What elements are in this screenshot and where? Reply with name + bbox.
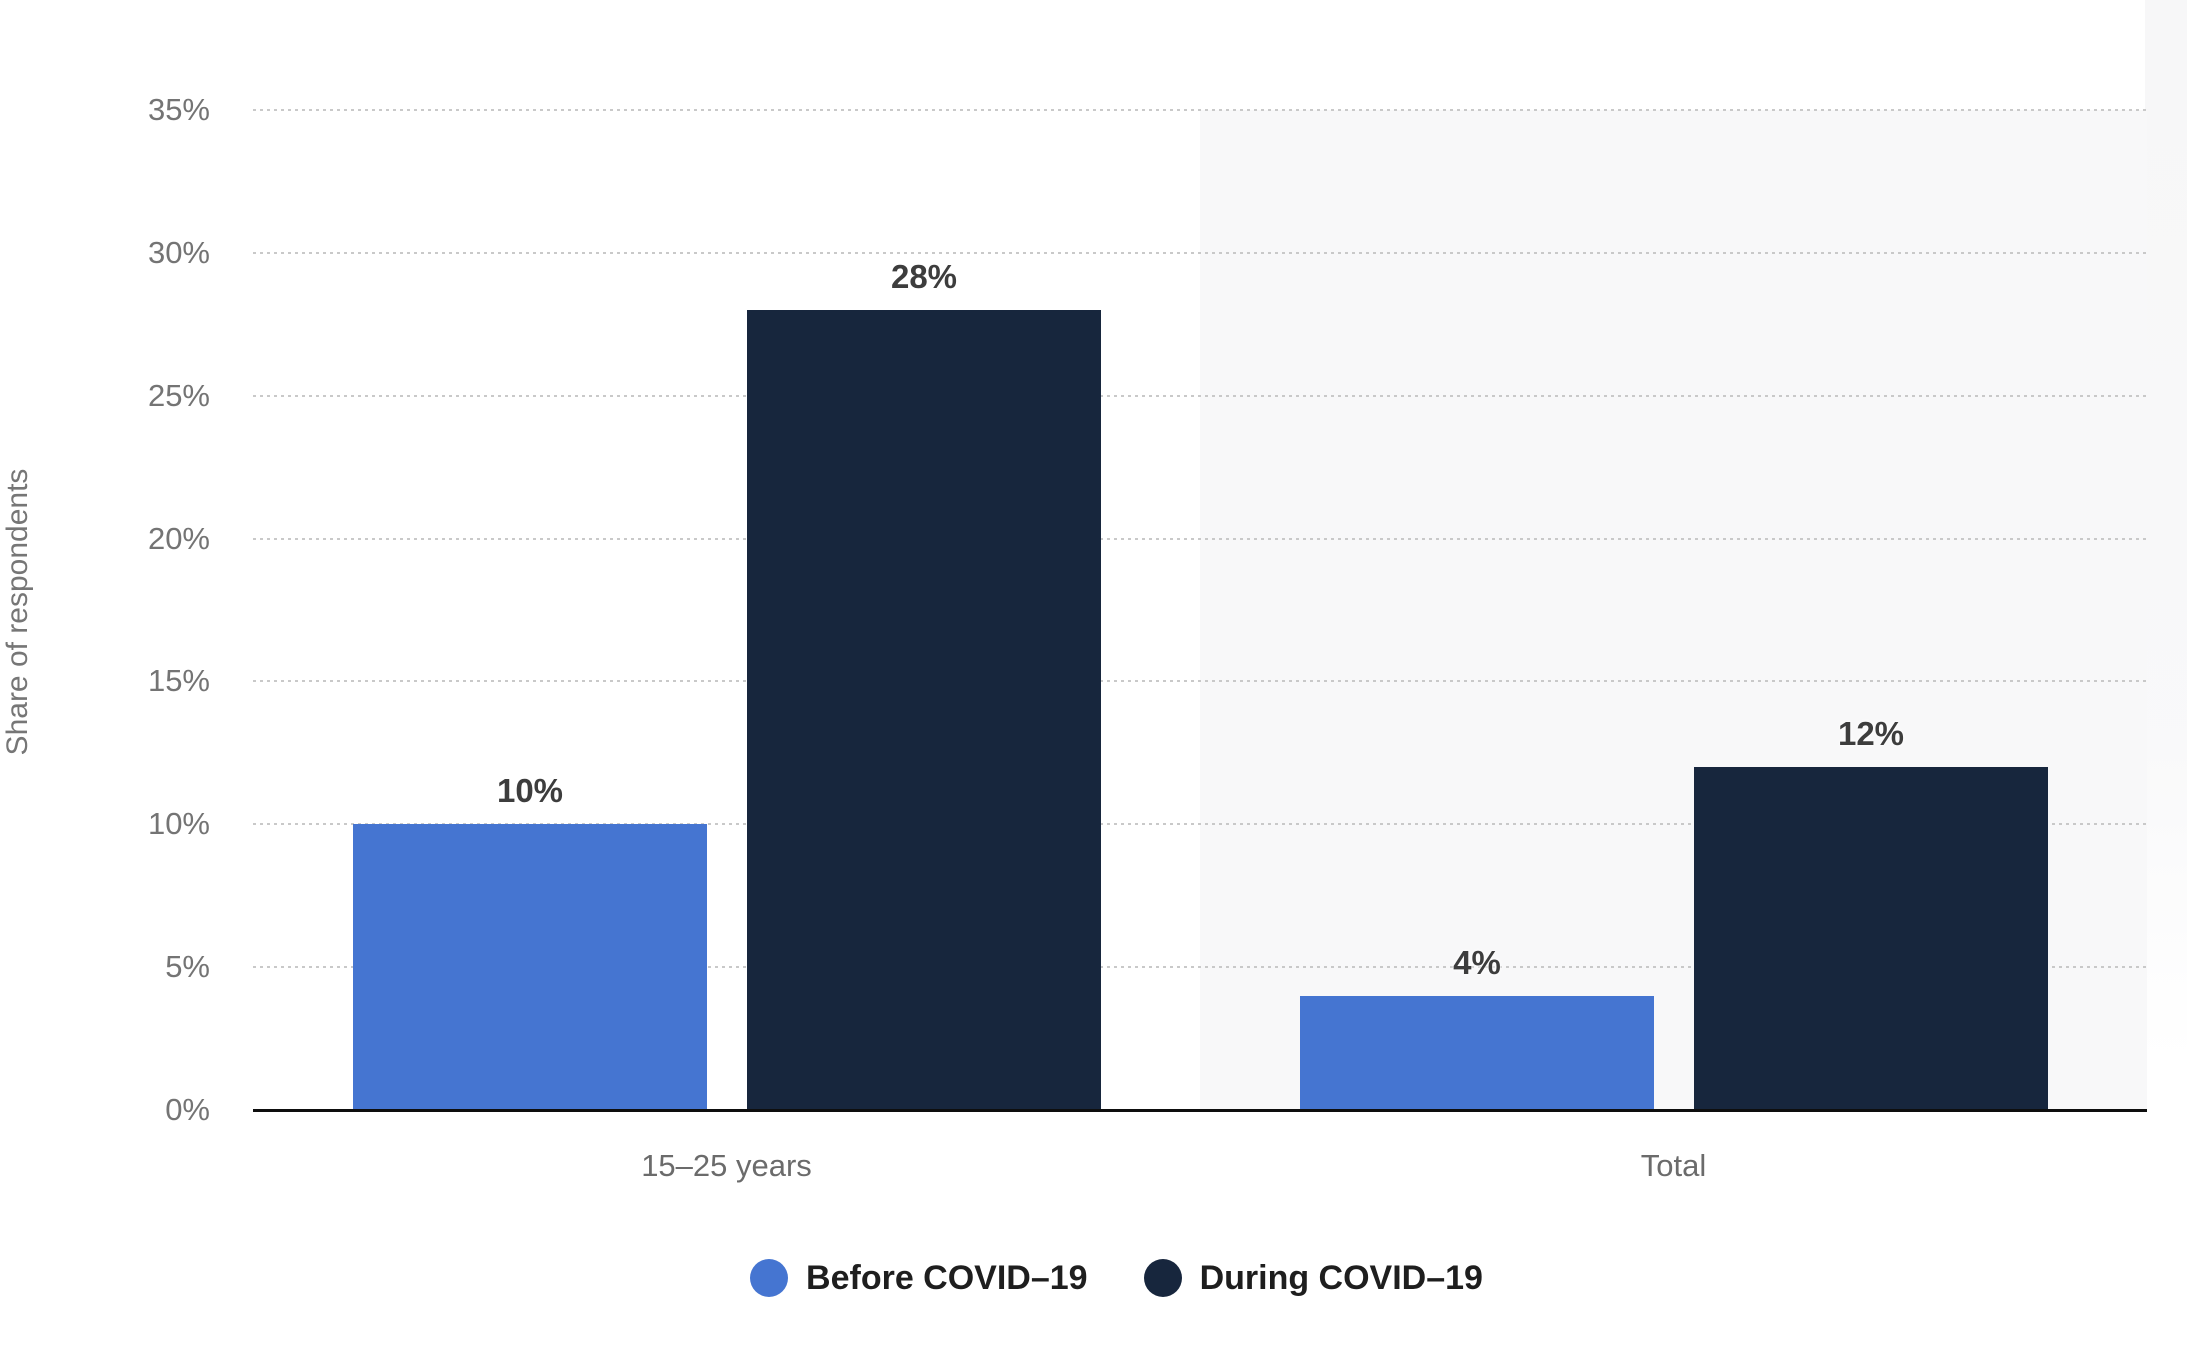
gridline-35% — [253, 109, 2147, 111]
gridline-25% — [253, 395, 2147, 397]
bar-during-covid-19-total — [1694, 767, 2048, 1110]
bar-during-covid-19-15-25-years — [747, 310, 1101, 1110]
bar-before-covid-19-15-25-years — [353, 824, 707, 1110]
x-category-label-15-25-years: 15–25 years — [641, 1148, 812, 1183]
gridline-15% — [253, 680, 2147, 682]
bar-value-label-before-covid-19-total: 4% — [1453, 944, 1501, 981]
legend-label-before-covid-19: Before COVID–19 — [806, 1258, 1088, 1297]
gridline-30% — [253, 252, 2147, 254]
y-tick-label-0: 0% — [165, 1092, 210, 1127]
y-tick-label-30: 30% — [147, 235, 210, 270]
y-tick-label-15: 15% — [147, 663, 210, 698]
y-tick-label-20: 20% — [147, 521, 210, 556]
bar-value-label-before-covid-19-15-25-years: 10% — [496, 772, 564, 809]
y-tick-label-35: 35% — [147, 92, 210, 127]
gridline-10% — [253, 823, 2147, 825]
y-axis-title: Share of respondents — [1, 468, 34, 756]
legend-item-during-covid-19: During COVID–19 — [1143, 1258, 1483, 1298]
gridline-20% — [253, 538, 2147, 540]
legend: Before COVID–19 During COVID–19 — [0, 1248, 2187, 1308]
y-tick-label-25: 25% — [147, 378, 210, 413]
bar-before-covid-19-total — [1300, 996, 1654, 1110]
legend-item-before-covid-19: Before COVID–19 — [750, 1259, 1088, 1298]
legend-swatch-icon-before-covid-19 — [750, 1259, 789, 1297]
bar-value-label-during-covid-19-total: 12% — [1837, 715, 1905, 752]
gridline-5% — [253, 966, 2147, 968]
x-axis-baseline — [253, 1109, 2147, 1112]
legend-swatch-icon-during-covid-19 — [1143, 1259, 1182, 1297]
x-category-label-total: Total — [1640, 1148, 1707, 1183]
legend-label-during-covid-19: During COVID–19 — [1199, 1258, 1483, 1297]
y-tick-label-5: 5% — [165, 949, 210, 984]
y-tick-label-10: 10% — [147, 806, 210, 841]
right-edge-shading — [2145, 0, 2187, 1120]
bar-value-label-during-covid-19-15-25-years: 28% — [890, 258, 958, 295]
